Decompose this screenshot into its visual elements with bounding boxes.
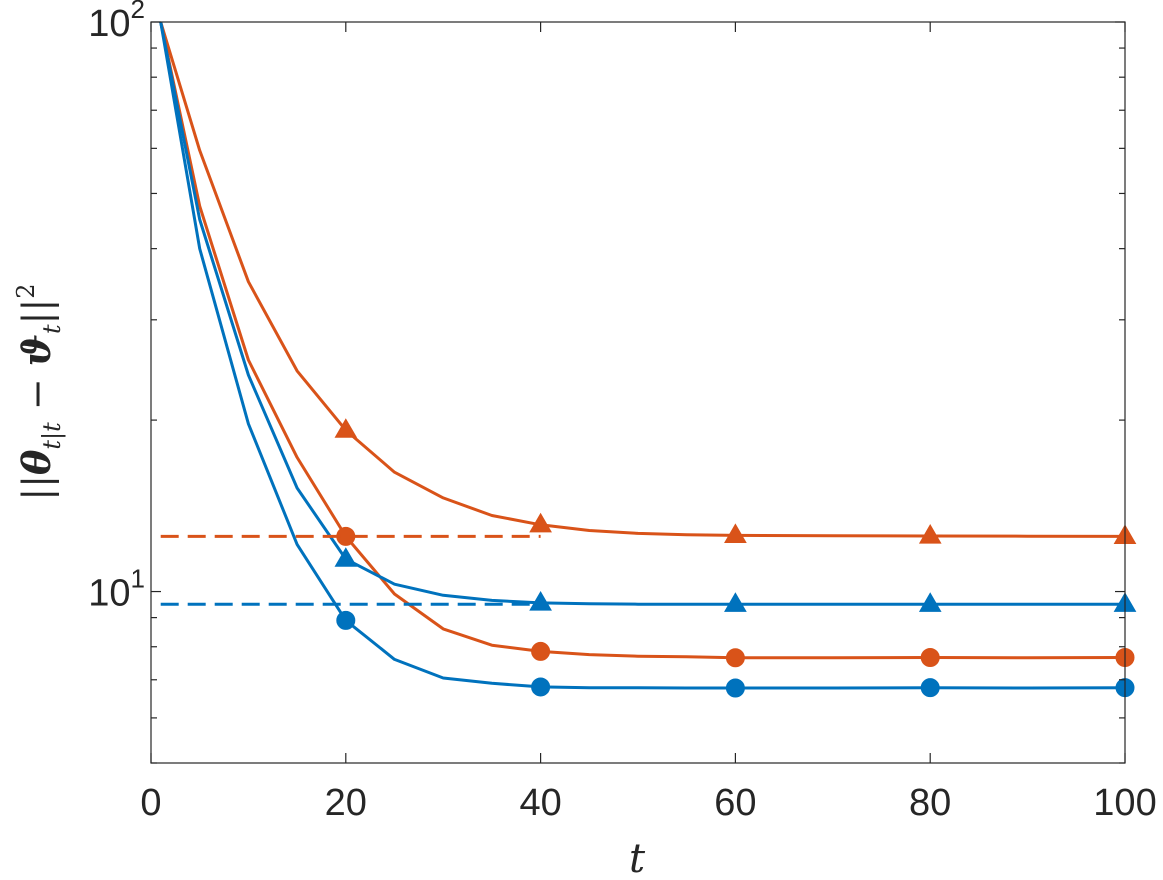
axes-box [150, 21, 1126, 764]
series-4-circle-marker [920, 678, 940, 698]
x-tick-label: 0 [140, 782, 161, 824]
series-3-triangle-marker [724, 592, 747, 612]
x-axis-label: t [629, 836, 646, 880]
x-tick-label: 80 [909, 782, 951, 824]
series-layer [159, 22, 1137, 698]
series-1-triangle-marker [724, 523, 747, 543]
series-2-circle-marker [920, 647, 940, 667]
series-4-circle-marker [531, 677, 551, 697]
x-tick-label: 40 [519, 782, 561, 824]
series-1-triangle-marker [529, 512, 552, 533]
series-1-triangle-marker [334, 418, 358, 438]
series-1-triangle-marker [918, 523, 942, 544]
series-4-circle-marker [336, 610, 356, 630]
y-tick-label: 102 [88, 0, 145, 45]
series-2-circle-marker [531, 641, 551, 661]
x-tick-label: 20 [325, 782, 367, 824]
series-2-circle-marker [725, 648, 745, 668]
x-tick-label: 60 [714, 782, 756, 824]
y-axis-label: ||θt|t − ϑt||2 [12, 283, 67, 500]
y-tick-label: 101 [88, 564, 145, 615]
plot-background [151, 22, 1125, 763]
svg-text:||θt|t − ϑt||2: ||θt|t − ϑt||2 [12, 283, 67, 500]
series-4-circle-marker [725, 678, 745, 698]
x-tick-label: 100 [1093, 782, 1156, 824]
series-3-triangle-marker [918, 592, 942, 612]
series-3-triangle-marker [334, 547, 358, 567]
series-3-triangle-marker [529, 591, 552, 611]
labels-layer: 0 20 40 60 80 100 101 102 [88, 0, 1156, 824]
